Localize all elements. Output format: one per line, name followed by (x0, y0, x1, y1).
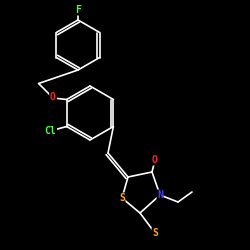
Text: S: S (152, 228, 158, 238)
Text: O: O (50, 92, 56, 102)
Text: N: N (157, 190, 163, 200)
Text: Cl: Cl (45, 126, 56, 136)
Text: O: O (152, 155, 158, 165)
Text: F: F (75, 5, 81, 15)
Text: S: S (119, 193, 125, 203)
